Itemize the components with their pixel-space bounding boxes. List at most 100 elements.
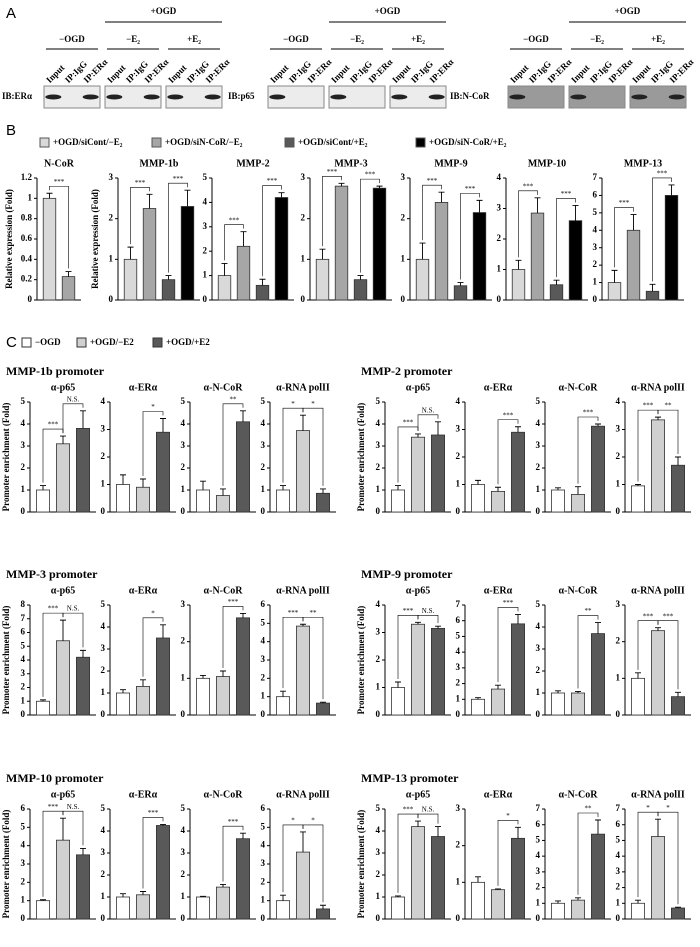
- y-tick-label: 6: [456, 615, 461, 625]
- legend-label: +OGD/−E2: [90, 337, 134, 347]
- significance-label: ***: [229, 216, 240, 224]
- error-bar: [60, 435, 66, 444]
- y-tick-label: 0.6: [21, 233, 33, 243]
- significance-bracket: [497, 820, 519, 886]
- error-bar: [160, 624, 166, 638]
- bar: [135, 486, 150, 513]
- significance-bracket: [142, 817, 164, 889]
- bar: [651, 419, 666, 513]
- bar: [568, 220, 583, 301]
- error-bar: [160, 823, 166, 826]
- error-bar: [280, 690, 286, 697]
- blot-band: [428, 94, 445, 100]
- y-tick-label: 4: [261, 636, 266, 646]
- bar: [410, 826, 425, 920]
- significance-label: ***: [173, 175, 184, 183]
- significance-label: N.S.: [422, 406, 435, 414]
- blot-band: [45, 94, 62, 100]
- y-tick-label: 0: [21, 913, 26, 923]
- error-bar: [515, 426, 521, 433]
- significance-label: *: [666, 804, 670, 812]
- error-bar: [595, 423, 601, 427]
- y-tick-label: 4: [536, 418, 541, 428]
- error-bar: [435, 421, 441, 435]
- y-tick-label: 1: [301, 253, 306, 263]
- error-bar: [46, 192, 53, 199]
- promoter-title: MMP-10 promoter: [6, 771, 104, 785]
- error-bar: [438, 191, 445, 203]
- y-tick-label: 1: [616, 897, 621, 907]
- bar: [671, 464, 686, 513]
- error-bar: [127, 246, 134, 260]
- lane-label: Input: [105, 63, 127, 85]
- error-bar: [300, 414, 306, 431]
- bar: [295, 625, 310, 716]
- y-tick-label: 0: [203, 294, 208, 304]
- significance-bracket: [142, 411, 164, 476]
- bar: [453, 285, 468, 301]
- chart-title: α-ERα: [129, 789, 158, 800]
- blot-band: [570, 94, 587, 100]
- significance-label: ***: [465, 185, 476, 193]
- bar: [626, 229, 641, 301]
- significance-bracket: [222, 606, 244, 668]
- blot-band: [167, 94, 184, 100]
- lane-label: Input: [630, 63, 652, 85]
- y-tick-label: 1: [261, 484, 266, 494]
- error-bar: [60, 619, 66, 641]
- y-tick-label: 2: [109, 213, 114, 223]
- significance-bracket: [302, 407, 324, 486]
- y-tick-label: 0: [376, 506, 381, 516]
- error-bar: [200, 674, 206, 679]
- significance-label: *: [311, 817, 315, 825]
- y-tick-label: 4: [101, 621, 106, 631]
- blot-band: [143, 94, 160, 100]
- y-tick-label: 0: [181, 709, 186, 719]
- chart-title: α-N-CoR: [559, 789, 599, 800]
- error-bar: [184, 189, 191, 207]
- significance-bracket: [417, 615, 439, 624]
- blot-band: [631, 94, 648, 100]
- y-tick-label: 7: [616, 803, 621, 813]
- error-bar: [140, 891, 146, 895]
- error-bar: [40, 485, 46, 490]
- y-tick-label: 4: [456, 646, 461, 656]
- lane-label: Input: [44, 63, 66, 85]
- chart-title: N-CoR: [44, 158, 75, 169]
- bar: [591, 833, 606, 920]
- lane-label: Input: [329, 63, 351, 85]
- lane-label: IP:ERα: [427, 57, 455, 85]
- bar: [161, 279, 176, 301]
- y-tick-label: 3: [401, 172, 406, 182]
- y-tick-label: 0: [497, 294, 502, 304]
- chart-title: MMP-13: [624, 158, 662, 169]
- y-tick-label: 2: [21, 682, 26, 692]
- chart-title: α-RNA polII: [276, 585, 330, 596]
- y-tick-label: 8: [21, 599, 26, 609]
- significance-label: **: [310, 609, 318, 617]
- bar: [510, 623, 525, 716]
- bar: [470, 881, 485, 920]
- y-tick-label: 4: [261, 840, 266, 850]
- y-tick-label: 4: [376, 599, 381, 609]
- lane-label: Input: [508, 63, 530, 85]
- significance-bracket: [360, 178, 380, 273]
- y-tick-label: 4: [456, 396, 461, 406]
- y-tick-label: 6: [261, 599, 266, 609]
- bar: [217, 275, 232, 301]
- chart-title: MMP-1b: [140, 158, 179, 169]
- y-tick-label: 1: [593, 277, 598, 287]
- error-bar: [160, 418, 166, 433]
- condition-label: −E₂: [126, 34, 140, 44]
- y-tick-label: 3: [497, 203, 502, 213]
- error-bar: [655, 416, 661, 420]
- bar: [36, 900, 51, 920]
- chart-title: α-ERα: [129, 585, 158, 596]
- lane-label: IP:ERα: [366, 57, 394, 85]
- bar: [631, 485, 646, 513]
- significance-bracket: [497, 607, 519, 683]
- error-bar: [635, 672, 641, 679]
- significance-label: ***: [135, 179, 146, 187]
- chart-title: MMP-10: [528, 158, 566, 169]
- bar: [155, 431, 170, 513]
